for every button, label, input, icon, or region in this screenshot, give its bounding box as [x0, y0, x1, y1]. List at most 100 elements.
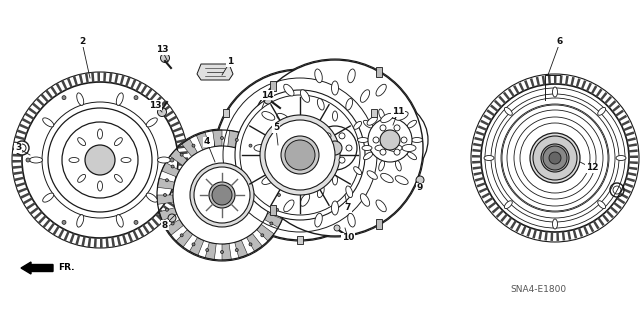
Ellipse shape — [379, 160, 385, 171]
Polygon shape — [15, 182, 26, 187]
Ellipse shape — [364, 120, 373, 128]
Circle shape — [334, 225, 340, 231]
Ellipse shape — [376, 200, 387, 212]
Circle shape — [62, 122, 138, 198]
Ellipse shape — [364, 152, 373, 160]
Circle shape — [166, 179, 168, 182]
Polygon shape — [500, 214, 508, 222]
Polygon shape — [91, 72, 95, 82]
Polygon shape — [559, 75, 563, 84]
Ellipse shape — [262, 112, 275, 120]
Polygon shape — [45, 90, 53, 99]
Polygon shape — [480, 120, 490, 126]
Text: 13: 13 — [156, 46, 168, 55]
Ellipse shape — [29, 157, 42, 163]
Wedge shape — [162, 162, 180, 177]
Polygon shape — [167, 115, 177, 122]
Polygon shape — [12, 154, 22, 157]
Polygon shape — [623, 126, 632, 131]
Ellipse shape — [396, 109, 401, 120]
Ellipse shape — [598, 201, 605, 209]
Polygon shape — [625, 131, 634, 137]
Polygon shape — [163, 205, 172, 213]
Ellipse shape — [43, 118, 54, 127]
Polygon shape — [79, 74, 83, 84]
Polygon shape — [565, 76, 569, 85]
Ellipse shape — [300, 90, 310, 102]
Polygon shape — [106, 238, 109, 248]
Circle shape — [48, 108, 152, 212]
Circle shape — [313, 126, 357, 170]
Polygon shape — [111, 237, 115, 247]
Circle shape — [161, 54, 170, 63]
FancyArrow shape — [21, 262, 53, 274]
Polygon shape — [376, 219, 382, 229]
Ellipse shape — [157, 157, 170, 163]
Polygon shape — [67, 78, 73, 88]
Text: FR.: FR. — [58, 263, 74, 272]
Circle shape — [18, 144, 26, 152]
Polygon shape — [32, 102, 41, 111]
Ellipse shape — [276, 113, 289, 122]
Circle shape — [346, 145, 352, 151]
Polygon shape — [33, 211, 43, 219]
Circle shape — [325, 157, 331, 163]
Ellipse shape — [360, 194, 370, 206]
Polygon shape — [13, 171, 23, 175]
Ellipse shape — [354, 167, 362, 174]
Polygon shape — [477, 182, 486, 188]
Circle shape — [26, 158, 30, 162]
Ellipse shape — [115, 138, 122, 145]
Circle shape — [134, 220, 138, 224]
Circle shape — [530, 133, 580, 183]
Circle shape — [261, 234, 264, 237]
Circle shape — [276, 179, 278, 182]
Circle shape — [339, 157, 345, 163]
Polygon shape — [612, 105, 620, 112]
Polygon shape — [61, 80, 68, 90]
Polygon shape — [140, 85, 148, 94]
Circle shape — [533, 136, 577, 180]
Ellipse shape — [504, 108, 512, 115]
Polygon shape — [122, 234, 127, 244]
Ellipse shape — [358, 137, 369, 143]
Polygon shape — [541, 76, 545, 85]
Polygon shape — [622, 188, 631, 194]
Ellipse shape — [146, 193, 157, 202]
Ellipse shape — [292, 171, 303, 179]
Ellipse shape — [308, 122, 316, 129]
Polygon shape — [583, 226, 589, 235]
Ellipse shape — [407, 120, 417, 128]
Polygon shape — [103, 72, 106, 82]
Ellipse shape — [317, 186, 324, 197]
Wedge shape — [212, 130, 222, 146]
Text: 6: 6 — [557, 38, 563, 47]
Circle shape — [166, 208, 168, 211]
Wedge shape — [182, 139, 198, 157]
Ellipse shape — [354, 122, 362, 129]
Polygon shape — [135, 82, 142, 92]
Circle shape — [205, 249, 209, 252]
Wedge shape — [196, 132, 209, 150]
Polygon shape — [154, 96, 162, 105]
Circle shape — [261, 153, 264, 156]
Ellipse shape — [616, 155, 626, 160]
Circle shape — [265, 120, 335, 190]
Polygon shape — [175, 180, 185, 185]
Polygon shape — [600, 92, 607, 100]
Polygon shape — [518, 82, 525, 92]
Circle shape — [249, 144, 252, 147]
Polygon shape — [97, 72, 100, 82]
Polygon shape — [606, 210, 614, 218]
Circle shape — [481, 84, 629, 232]
Polygon shape — [621, 120, 630, 126]
Polygon shape — [47, 222, 55, 232]
Polygon shape — [73, 76, 78, 86]
Polygon shape — [562, 231, 565, 241]
Polygon shape — [125, 77, 131, 87]
Polygon shape — [174, 133, 184, 138]
Ellipse shape — [396, 160, 401, 171]
Circle shape — [180, 234, 183, 237]
Polygon shape — [492, 206, 500, 214]
Circle shape — [339, 133, 345, 139]
